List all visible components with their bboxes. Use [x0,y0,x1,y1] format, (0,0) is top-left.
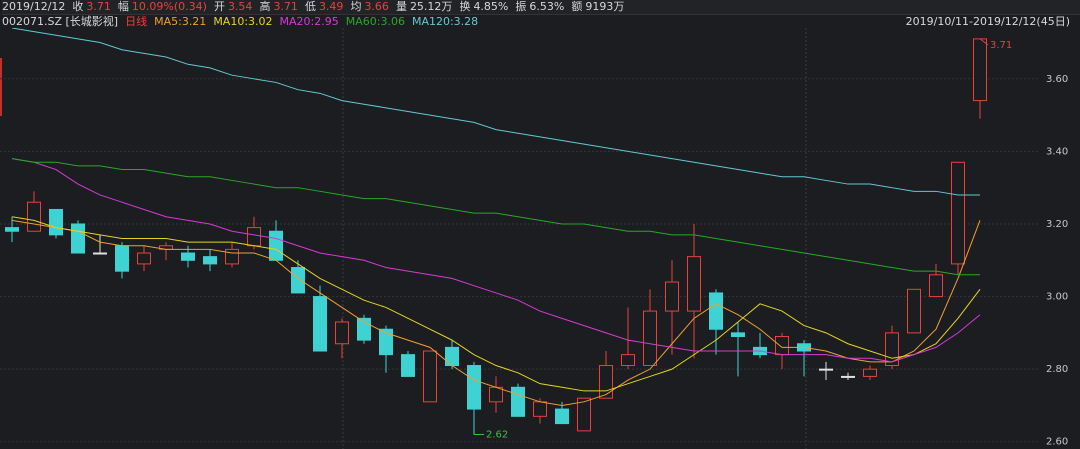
quote-label: 高 [259,0,271,13]
date-range: 2019/10/11-2019/12/12(45日) [905,15,1070,28]
quote-field: 开 3.54 [214,0,253,14]
legend-entry: MA10:3.02 [213,15,273,28]
candle-body [665,281,679,312]
quote-value: 6.53% [529,0,565,13]
candle-body [555,408,569,425]
y-tick-label: 3.40 [1046,146,1068,157]
candle-body [269,230,283,261]
candle-body [577,397,591,432]
candle-body [709,292,723,330]
candle-body [951,161,965,265]
candle-body [643,310,657,367]
candle-body [819,368,833,371]
quote-value: 3.71 [86,0,111,13]
candle-body [313,296,327,352]
quote-label: 量 [395,0,407,13]
ma-line [11,216,981,392]
candle-body [863,368,877,377]
candle-body [203,256,217,265]
y-tick-label: 3.00 [1046,292,1068,303]
quote-value: 3.71 [273,0,298,13]
quote-date: 2019/12/12 [2,0,66,13]
quote-label: 换 [459,0,471,13]
quote-value: 4.85% [473,0,509,13]
legend-entry: MA120:3.28 [411,15,479,28]
y-tick-label: 2.60 [1046,437,1068,448]
quote-field: 低 3.49 [305,0,344,14]
candle-body [775,335,789,356]
quote-label: 收 [72,0,84,13]
candle-body [621,354,635,367]
candle-body [71,223,85,254]
quote-value: 10.09%(0.34) [131,0,207,13]
candle-body [511,386,525,417]
legend-entry: MA20:2.95 [279,15,339,28]
candle-body [401,354,415,377]
candle-body [379,328,393,356]
y-tick-label: 2.80 [1046,364,1068,375]
candle-body [929,274,943,298]
candle-body [599,365,613,399]
quote-field: 幅 10.09%(0.34) [118,0,207,14]
quote-label: 均 [350,0,362,13]
quote-value: 9193万 [585,0,625,13]
chart: 2.60 2.80 3.00 3.20 3.40 3.60 3.71 2.62 [0,28,1068,449]
quote-value: 3.54 [227,0,253,13]
candle-body [533,401,547,417]
quote-field: 收 3.71 [72,0,111,14]
symbol: 002071.SZ [长城影视] [2,15,119,28]
quote-label: 低 [304,0,316,13]
candle-body [445,346,459,367]
candle-body [467,365,481,410]
candle-body [687,256,701,312]
candle-body [973,38,987,102]
candle-body [335,321,349,345]
quote-bar: 2019/12/12 收 3.71 幅 10.09%(0.34) 开 3.54 高 3.71 低 3… [2,0,1080,15]
candle-body [247,227,261,247]
ma-line [11,158,980,276]
candle-body [27,201,41,232]
candle-body [423,350,437,403]
y-tick-label: 3.20 [1046,219,1068,230]
candle-body [841,375,855,378]
ma-line [11,219,981,406]
candle-body [731,332,745,337]
ma-line [11,158,981,363]
quote-field: 振 6.53% [515,0,564,14]
min-annotation: 2.62 [486,429,508,440]
quote-label: 开 [213,0,225,13]
quote-field: 高 3.71 [259,0,298,14]
edge-marker [0,58,2,116]
candle-body [5,227,19,232]
candle-body [181,252,195,261]
quote-value: 3.66 [364,0,389,13]
candle-body [225,248,239,265]
max-annotation: 3.71 [990,40,1012,51]
quote-value: 25.12万 [409,0,453,13]
legend: 002071.SZ [长城影视] 日线 MA5:3.21 MA10:3.02 MA20:… [2,15,1080,29]
legend-entry: 日线 [125,15,148,28]
candle-body [489,386,503,403]
quote-field: 量 25.12万 [396,0,453,14]
quote-label: 振 [515,0,527,13]
quote-value: 3.49 [318,0,344,13]
candle-body [115,245,129,272]
candle-body [907,288,921,334]
candle-body [93,252,107,255]
legend-entry: MA5:3.21 [154,15,207,28]
annotation-line [979,38,989,46]
quote-label: 额 [571,0,583,13]
candle-body [49,208,63,236]
ma-line [11,28,980,196]
quote-field: 换 4.85% [459,0,508,14]
quote-label: 幅 [117,0,129,13]
y-tick-label: 3.60 [1046,74,1068,85]
candle-body [137,252,151,265]
quote-field: 额 9193万 [571,0,624,14]
quote-field: 均 3.66 [350,0,389,14]
candle-body [291,267,305,294]
legend-entry: MA60:3.06 [345,15,405,28]
